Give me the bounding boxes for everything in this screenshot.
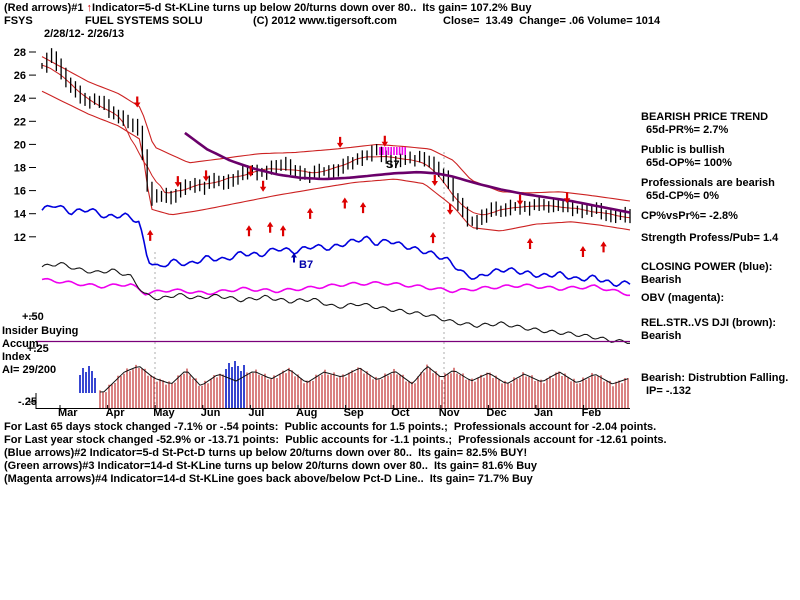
public-sentiment: Public is bullish bbox=[641, 144, 725, 156]
copyright: (C) 2012 www.tigersoft.com bbox=[253, 15, 397, 27]
s7-label: S7 bbox=[386, 159, 399, 171]
month-label: Nov bbox=[439, 407, 461, 419]
red-up-arrow-icon: ↑ bbox=[86, 2, 93, 14]
y-axis-label: 16 bbox=[14, 186, 26, 198]
ai-value: AI= 29/200 bbox=[2, 364, 57, 376]
sell-arrow-icon bbox=[174, 176, 182, 188]
x-axis: Mar Apr May Jun Jul Aug Sep Oct Nov Dec Jan Feb bbox=[35, 393, 630, 419]
sell-arrow-icon bbox=[431, 174, 438, 186]
sell-arrow-icon bbox=[446, 203, 454, 215]
grid-lines bbox=[154, 152, 445, 404]
y-axis: 28 26 24 22 20 18 16 14 12 bbox=[14, 47, 36, 403]
volume-blue-bars bbox=[79, 361, 245, 408]
obv-line bbox=[41, 277, 630, 297]
accum-label: Accum bbox=[2, 338, 39, 350]
y-axis-label: 18 bbox=[14, 163, 26, 175]
index-label: Index bbox=[2, 351, 31, 363]
sell-arrow-icon bbox=[202, 170, 210, 182]
sell-arrow-icon bbox=[134, 96, 141, 108]
moving-average-line bbox=[184, 131, 631, 214]
insider-scale-minus25: -.25 bbox=[18, 396, 37, 408]
month-label: Feb bbox=[582, 407, 602, 419]
month-label: Apr bbox=[106, 407, 126, 419]
buy-arrow-icon bbox=[429, 232, 437, 244]
buy-arrow-icon bbox=[359, 202, 367, 214]
stat-line-65d: For Last 65 days stock changed -7.1% or … bbox=[4, 421, 657, 433]
strength-ratio: Strength Profess/Pub= 1.4 bbox=[641, 232, 779, 244]
insider-scale-plus25: +.25 bbox=[27, 343, 49, 355]
y-axis-label: 22 bbox=[14, 116, 26, 128]
accumulation-status: Bearish: Distrubtion Falling. bbox=[641, 372, 789, 384]
month-label: Aug bbox=[296, 407, 317, 419]
buy-arrow-icon bbox=[266, 221, 274, 233]
buy-arrow-icon bbox=[146, 229, 154, 241]
green-arrows-note: (Green arrows)#3 Indicator=14-d St-KLine… bbox=[4, 460, 538, 472]
y-axis-label: 14 bbox=[14, 209, 27, 221]
date-range: 2/28/12- 2/26/13 bbox=[44, 28, 125, 40]
accum-envelope bbox=[99, 366, 629, 393]
month-label: Sep bbox=[344, 407, 364, 419]
accum-index-bars bbox=[99, 364, 629, 408]
b7-label: B7 bbox=[299, 259, 313, 271]
month-label: Oct bbox=[391, 407, 410, 419]
rel-strength-status: Bearish bbox=[641, 330, 682, 342]
month-label: Jun bbox=[201, 407, 221, 419]
b7-marker: B7 bbox=[291, 253, 313, 271]
stat-line-year: For Last year stock changed -52.9% or -1… bbox=[4, 434, 667, 446]
s7-marker: S7 bbox=[379, 147, 407, 171]
month-label: May bbox=[153, 407, 175, 419]
price-trend-title: BEARISH PRICE TREND bbox=[641, 111, 769, 123]
buy-arrow-icon bbox=[526, 237, 534, 249]
closing-power-line bbox=[41, 204, 631, 288]
y-axis-label: 12 bbox=[14, 232, 26, 244]
blue-arrows-note: (Blue arrows)#2 Indicator=5-d St-Pct-D t… bbox=[4, 447, 528, 459]
price-bands bbox=[41, 56, 631, 232]
cp-percent: 65d-CP%= 0% bbox=[646, 190, 720, 202]
month-label: Jul bbox=[248, 407, 264, 419]
month-label: Dec bbox=[486, 407, 506, 419]
y-axis-label: 20 bbox=[14, 139, 26, 151]
signal-arrows bbox=[134, 96, 607, 258]
month-label: Mar bbox=[58, 407, 78, 419]
y-axis-label: 28 bbox=[14, 47, 26, 59]
buy-arrow-icon bbox=[579, 246, 587, 258]
y-axis-label: 24 bbox=[14, 93, 27, 105]
sell-arrow-icon bbox=[563, 192, 571, 204]
cp-vs-pr: CP%vsPr%= -2.8% bbox=[641, 210, 738, 222]
closing-power-title: CLOSING POWER (blue): bbox=[641, 261, 773, 273]
sell-arrow-icon bbox=[259, 180, 267, 192]
red-arrows-note-text: Indicator=5-d St-KLine turns up below 20… bbox=[92, 2, 532, 14]
rel-strength-title: REL.STR..VS DJI (brown): bbox=[641, 317, 777, 329]
sell-arrow-icon bbox=[336, 136, 344, 148]
insider-scale-plus50: +.50 bbox=[22, 311, 44, 323]
red-arrows-note-prefix: (Red arrows)#1 bbox=[4, 2, 87, 14]
red-arrows-note: (Red arrows)#1 ↑Indicator=5-d St-KLine t… bbox=[4, 2, 532, 14]
buy-arrow-icon bbox=[341, 197, 349, 209]
month-label: Jan bbox=[534, 407, 553, 419]
y-axis-label: 26 bbox=[14, 70, 26, 82]
closing-power-status: Bearish bbox=[641, 274, 682, 286]
sell-arrow-icon bbox=[516, 194, 524, 206]
sell-arrow-icon bbox=[381, 135, 389, 147]
ip-value: IP= -.132 bbox=[646, 385, 691, 397]
company-name: FUEL SYSTEMS SOLU bbox=[85, 15, 203, 27]
professional-sentiment: Professionals are bearish bbox=[641, 177, 775, 189]
b7-arrow-icon bbox=[291, 253, 297, 263]
op-percent: 65d-OP%= 100% bbox=[646, 157, 732, 169]
buy-arrow-icon bbox=[306, 207, 314, 219]
pr-percent: 65d-PR%= 2.7% bbox=[646, 124, 729, 136]
sell-arrow-icon bbox=[247, 165, 254, 177]
insider-buying-label: Insider Buying bbox=[2, 325, 79, 337]
ticker-symbol: FSYS bbox=[4, 15, 33, 27]
obv-title: OBV (magenta): bbox=[641, 292, 725, 304]
rel-strength-line bbox=[41, 262, 631, 344]
buy-arrow-icon bbox=[600, 241, 607, 253]
candlesticks bbox=[41, 48, 631, 230]
magenta-arrows-note: (Magenta arrows)#4 Indicator=14-d St-KLi… bbox=[4, 473, 533, 485]
buy-arrow-icon bbox=[245, 225, 253, 237]
quote-summary: Close= 13.49 Change= .06 Volume= 1014 bbox=[443, 15, 661, 27]
buy-arrow-icon bbox=[279, 225, 287, 237]
